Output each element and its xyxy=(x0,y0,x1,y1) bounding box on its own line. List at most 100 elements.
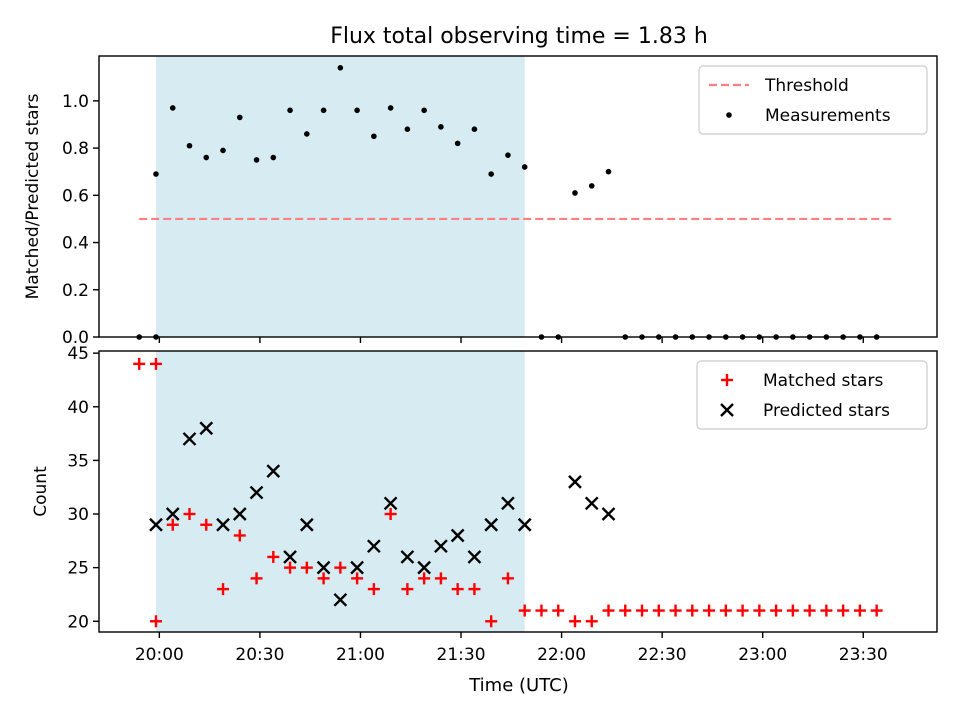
x-tick-label: 22:30 xyxy=(638,645,687,665)
matched-star-point xyxy=(434,572,447,585)
matched-star-point xyxy=(233,529,246,542)
x-axis-label: Time (UTC) xyxy=(468,675,569,696)
predicted-star-point xyxy=(501,496,515,511)
bottom-y-tick-label: 30 xyxy=(67,505,89,525)
matched-star-point xyxy=(719,604,732,617)
matched-star-point xyxy=(602,604,615,617)
bottom-panel: 20 25 30 35 40 45 20:00 20:30 21:00 21:30 22:00 22:… xyxy=(31,344,938,665)
matched-star-point xyxy=(552,604,565,617)
measurement-point xyxy=(387,105,394,111)
matched-star-point xyxy=(367,583,380,596)
matched-star-point xyxy=(518,604,531,617)
measurement-point xyxy=(287,107,293,114)
predicted-star-point xyxy=(216,517,230,532)
bottom-axes-frame xyxy=(98,350,938,633)
top-y-tick-label: 0.2 xyxy=(62,281,89,301)
bottom-series-x xyxy=(149,421,616,607)
predicted-star-point xyxy=(517,517,532,532)
measurement-point xyxy=(320,107,327,114)
legend-label: Predicted stars xyxy=(763,401,890,421)
bottom-legend: Matched stars Predicted stars xyxy=(696,360,928,430)
top-series-dot xyxy=(136,65,880,340)
bottom-series-plus xyxy=(133,357,883,628)
measurement-point xyxy=(605,168,612,175)
matched-star-point xyxy=(736,604,749,617)
matched-star-point xyxy=(451,583,464,596)
predicted-star-point xyxy=(450,528,465,543)
predicted-star-point xyxy=(165,507,180,521)
bottom-y-tick-label: 20 xyxy=(67,612,89,632)
predicted-star-point xyxy=(249,485,264,500)
matched-star-point xyxy=(786,604,799,617)
matched-star-point xyxy=(853,604,866,617)
matched-star-point xyxy=(568,615,581,628)
predicted-star-point xyxy=(350,560,364,575)
predicted-star-point xyxy=(182,432,197,446)
top-axes-frame xyxy=(98,55,938,338)
matched-star-point xyxy=(468,583,481,596)
measurement-point xyxy=(404,126,411,133)
top-observing-span xyxy=(155,56,525,337)
predicted-star-point xyxy=(568,474,582,489)
measurement-point xyxy=(337,65,344,71)
measurement-point xyxy=(371,133,377,140)
matched-star-point xyxy=(384,508,397,521)
measurement-point xyxy=(488,171,494,177)
measurement-point xyxy=(186,142,193,149)
x-tick-label: 21:30 xyxy=(437,645,486,665)
x-tick-label: 23:00 xyxy=(738,645,787,665)
matched-star-point xyxy=(485,615,498,628)
measurement-point xyxy=(169,105,176,111)
predicted-star-point xyxy=(333,592,348,607)
bottom-y-tick-label: 40 xyxy=(67,398,89,418)
bottom-y-tick-label: 45 xyxy=(67,344,89,364)
predicted-star-point xyxy=(417,560,431,575)
matched-star-point xyxy=(619,604,632,617)
legend-entry: Matched stars xyxy=(721,371,883,391)
top-panel: 0.0 0.2 0.4 0.6 0.8 1.0 Matched/Predicted star… xyxy=(23,55,938,348)
matched-star-point xyxy=(585,615,598,628)
matched-star-point xyxy=(166,518,179,531)
measurement-point xyxy=(505,152,511,158)
legend-entry: Threshold xyxy=(709,76,849,96)
predicted-star-point xyxy=(400,550,415,564)
measurement-point xyxy=(454,140,461,147)
matched-star-point xyxy=(217,583,230,596)
matched-star-point xyxy=(418,572,431,585)
x-tick-label: 20:00 xyxy=(135,645,184,665)
predicted-star-point xyxy=(467,550,482,564)
matched-star-point xyxy=(284,561,297,574)
predicted-star-point xyxy=(283,550,297,564)
measurement-point xyxy=(354,107,360,114)
matched-star-point xyxy=(636,604,649,617)
matched-star-point xyxy=(133,357,146,370)
measurement-point xyxy=(588,183,595,189)
predicted-star-point xyxy=(383,496,398,511)
matched-star-point xyxy=(401,583,414,596)
chart-title: Flux total observing time = 1.83 h xyxy=(330,24,708,49)
predicted-star-point xyxy=(149,517,163,532)
measurement-point xyxy=(438,124,444,130)
x-tick-label: 22:00 xyxy=(537,645,586,665)
x-tick-label: 20:30 xyxy=(235,645,284,665)
matched-star-point xyxy=(837,604,850,617)
measurement-point xyxy=(304,131,310,137)
matched-star-point xyxy=(770,604,783,617)
matched-star-point xyxy=(652,604,665,617)
predicted-star-point xyxy=(434,539,448,554)
matched-star-point xyxy=(753,604,766,617)
matched-star-point xyxy=(183,508,196,521)
top-y-tick-label: 1.0 xyxy=(62,92,89,112)
matched-star-point xyxy=(334,561,347,574)
matched-star-point xyxy=(250,572,263,585)
measurement-point xyxy=(203,154,210,161)
matched-star-point xyxy=(669,604,682,617)
matched-star-point xyxy=(149,615,162,628)
top-y-tick-label: 0.4 xyxy=(62,234,89,254)
bottom-observing-span xyxy=(155,351,525,632)
matched-star-point xyxy=(535,604,548,617)
matched-star-point xyxy=(703,604,716,617)
matched-star-point xyxy=(267,550,280,563)
legend-label: Threshold xyxy=(764,76,849,96)
